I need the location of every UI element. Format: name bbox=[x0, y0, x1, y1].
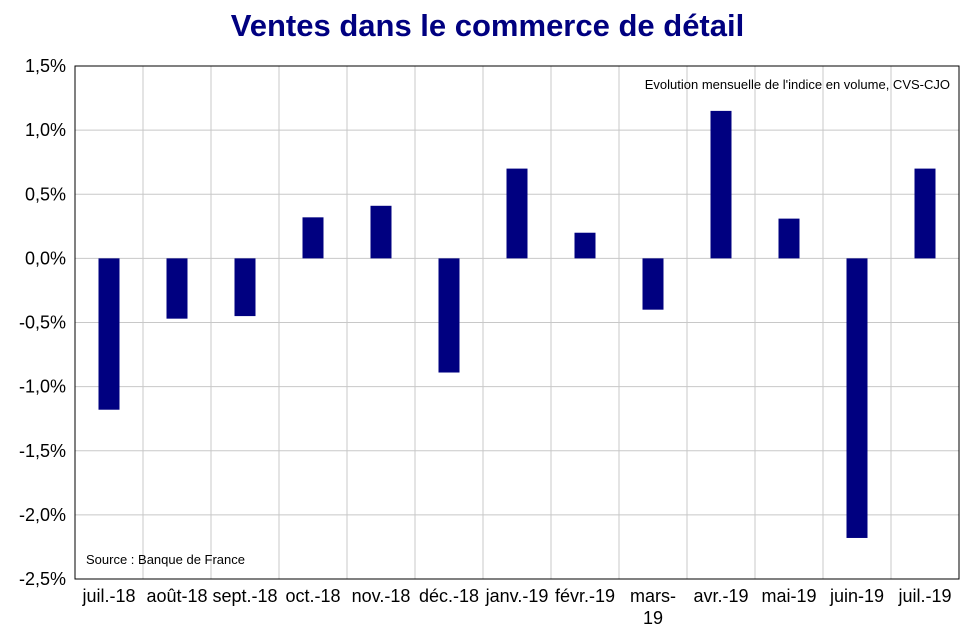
tick-labels: 1,5% 1,0% 0,5% 0,0% -0,5% -1,0% -1,5% -2,0% -2,5… bbox=[19, 56, 952, 628]
y-tick-label: -2,0% bbox=[19, 505, 66, 525]
y-tick-label: 1,0% bbox=[25, 120, 66, 140]
x-tick-label: juil.-19 bbox=[897, 586, 951, 606]
chart-subtitle: Evolution mensuelle de l'indice en volum… bbox=[645, 77, 950, 92]
bar-sept.-18 bbox=[234, 258, 256, 317]
x-tick-label: juil.-18 bbox=[81, 586, 135, 606]
bar-mai-19 bbox=[778, 218, 800, 259]
bar-déc.-18 bbox=[438, 258, 460, 373]
x-tick-label: juin-19 bbox=[829, 586, 884, 606]
x-tick-label: sept.-18 bbox=[212, 586, 277, 606]
y-tick-label: -1,0% bbox=[19, 377, 66, 397]
bar-juin-19 bbox=[846, 258, 868, 538]
x-tick-label: févr.-19 bbox=[555, 586, 615, 606]
bar-nov.-18 bbox=[370, 205, 392, 259]
y-tick-label: 1,5% bbox=[25, 56, 66, 76]
y-tick-label: 0,5% bbox=[25, 184, 66, 204]
bar-janv.-19 bbox=[506, 168, 528, 259]
y-tick-label: -0,5% bbox=[19, 313, 66, 333]
y-tick-label: -1,5% bbox=[19, 441, 66, 461]
bar-juil.-19 bbox=[914, 168, 936, 259]
source-note: Source : Banque de France bbox=[86, 552, 245, 567]
x-tick-label: mars-19 bbox=[630, 586, 676, 628]
x-tick-label: nov.-18 bbox=[352, 586, 411, 606]
x-tick-label: oct.-18 bbox=[285, 586, 340, 606]
y-tick-label: -2,5% bbox=[19, 569, 66, 589]
x-tick-label: avr.-19 bbox=[693, 586, 748, 606]
bar-oct.-18 bbox=[302, 217, 324, 259]
x-tick-label: mai-19 bbox=[761, 586, 816, 606]
y-tick-label: 0,0% bbox=[25, 248, 66, 268]
gridlines bbox=[75, 65, 959, 580]
x-tick-label: janv.-19 bbox=[485, 586, 549, 606]
x-tick-label: déc.-18 bbox=[419, 586, 479, 606]
axes bbox=[74, 65, 960, 580]
bar-août-18 bbox=[166, 258, 188, 319]
plot-frame bbox=[74, 65, 960, 580]
bar-févr.-19 bbox=[574, 232, 596, 259]
bars bbox=[98, 110, 936, 538]
chart-title: Ventes dans le commerce de détail bbox=[230, 8, 745, 43]
x-tick-label: août-18 bbox=[146, 586, 207, 606]
bar-juil.-18 bbox=[98, 258, 120, 410]
bar-avr.-19 bbox=[710, 110, 732, 259]
bar-mars-19 bbox=[642, 258, 664, 310]
